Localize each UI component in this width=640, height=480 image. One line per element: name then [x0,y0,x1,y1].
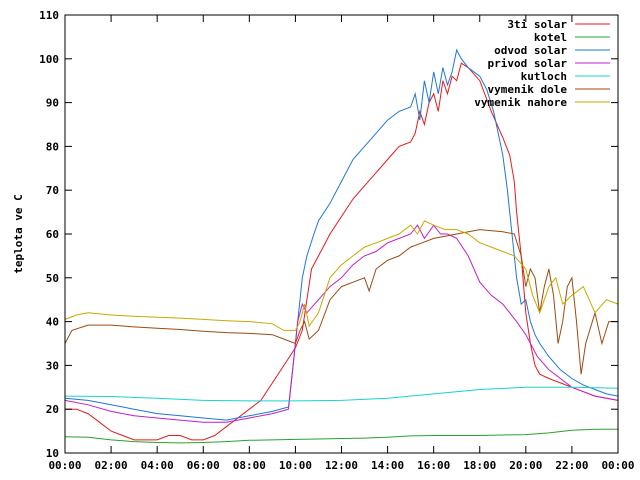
y-tick-label: 60 [46,228,59,241]
y-tick-label: 70 [46,184,59,197]
y-tick-label: 20 [46,403,59,416]
series-line-vymenik-dole [64,229,618,375]
y-axis-label: teplota ve C [12,194,25,273]
y-tick-label: 100 [39,53,59,66]
y-tick-label: 90 [46,97,59,110]
x-tick-label: 06:00 [187,459,220,472]
legend-label: 3ti solar [507,18,567,31]
series-line-privod-solar [64,224,619,423]
x-tick-label: 22:00 [555,459,588,472]
series-line-kotel [64,428,618,444]
x-tick-label: 18:00 [463,459,496,472]
legend-label: vymenik nahore [474,96,567,109]
legend-label: kutloch [521,70,567,83]
y-tick-label: 40 [46,316,59,329]
x-tick-label: 08:00 [233,459,266,472]
series-line-3ti-solar [65,62,619,441]
y-tick-label: 80 [46,140,59,153]
series-line-kutloch [64,386,619,402]
x-tick-label: 10:00 [279,459,312,472]
series-line-odvod-solar [64,48,619,421]
series-line-vymenik-nahore [64,220,619,331]
axes-layer: 10 20 30 40 50 60 70 80 90 100 110 00:00 02:00 04:00 0… [39,9,634,472]
legend-label: vymenik dole [488,83,568,96]
x-tick-label: 20:00 [509,459,542,472]
x-tick-label: 00:00 [601,459,634,472]
x-tick-label: 14:00 [371,459,404,472]
y-tick-label: 30 [46,359,59,372]
series-layer [64,48,619,444]
x-tick-label: 12:00 [325,459,358,472]
legend-label: kotel [534,31,567,44]
legend-label: odvod solar [494,44,567,57]
x-tick-label: 16:00 [417,459,450,472]
legend-label: privod solar [488,57,568,70]
y-tick-label: 110 [39,9,59,22]
x-tick-label: 02:00 [95,459,128,472]
x-tick-label: 00:00 [48,459,81,472]
y-tick-label: 10 [46,447,59,460]
y-tick-label: 50 [46,272,59,285]
x-tick-label: 04:00 [141,459,174,472]
